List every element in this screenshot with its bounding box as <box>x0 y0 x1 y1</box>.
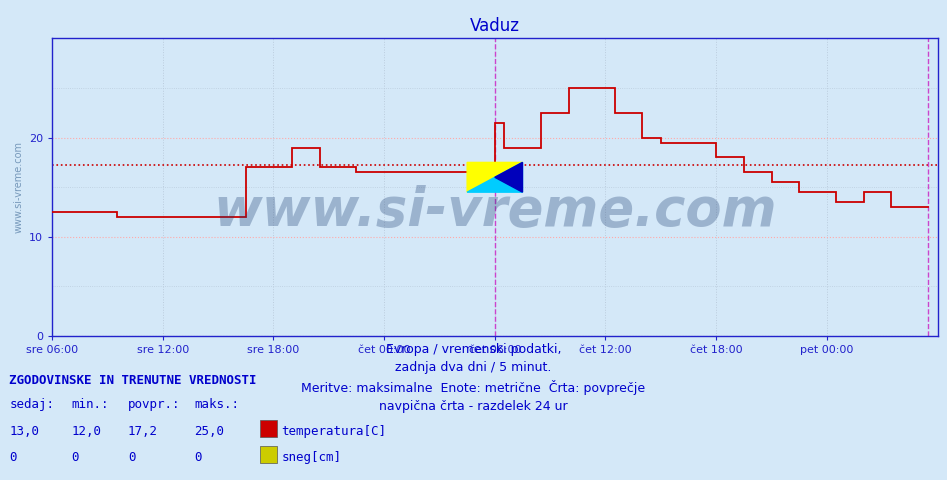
Text: 0: 0 <box>9 451 17 464</box>
Text: 13,0: 13,0 <box>9 425 40 438</box>
Text: temperatura[C]: temperatura[C] <box>281 425 386 438</box>
Polygon shape <box>467 162 523 192</box>
Text: Evropa / vremenski podatki,
zadnja dva dni / 5 minut.
Meritve: maksimalne  Enote: Evropa / vremenski podatki, zadnja dva d… <box>301 343 646 413</box>
Text: www.si-vreme.com: www.si-vreme.com <box>213 185 777 237</box>
Text: povpr.:: povpr.: <box>128 398 180 411</box>
Text: 0: 0 <box>71 451 79 464</box>
Polygon shape <box>495 162 523 192</box>
Text: www.si-vreme.com: www.si-vreme.com <box>13 141 24 233</box>
Text: min.:: min.: <box>71 398 109 411</box>
Text: maks.:: maks.: <box>194 398 240 411</box>
Title: Vaduz: Vaduz <box>470 17 520 36</box>
Text: sedaj:: sedaj: <box>9 398 55 411</box>
Text: 17,2: 17,2 <box>128 425 158 438</box>
Text: ZGODOVINSKE IN TRENUTNE VREDNOSTI: ZGODOVINSKE IN TRENUTNE VREDNOSTI <box>9 374 257 387</box>
Polygon shape <box>467 162 523 192</box>
Text: 25,0: 25,0 <box>194 425 224 438</box>
Text: sneg[cm]: sneg[cm] <box>281 451 341 464</box>
Text: 0: 0 <box>194 451 202 464</box>
Text: 12,0: 12,0 <box>71 425 101 438</box>
Text: 0: 0 <box>128 451 135 464</box>
